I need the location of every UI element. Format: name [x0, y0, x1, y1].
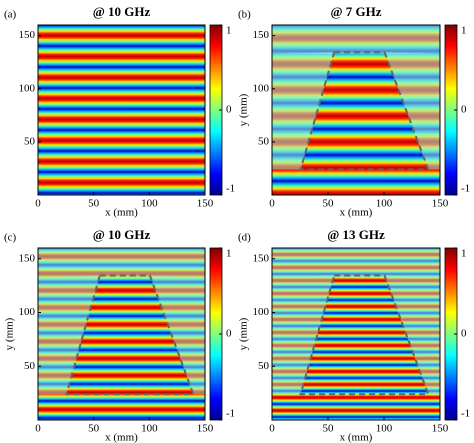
y-tick-label: 50	[258, 360, 270, 372]
y-tick-label: 150	[19, 29, 36, 41]
x-tick-label: 0	[35, 423, 41, 435]
plot-frame	[271, 247, 441, 421]
colorbar-tick-label: -1	[461, 408, 470, 420]
colorbar-tick-label: 1	[226, 248, 232, 260]
colorbar-tick-label: -1	[461, 183, 470, 195]
field-haze	[272, 275, 335, 395]
plot-frame	[271, 24, 441, 196]
panel-label: (b)	[238, 9, 251, 21]
x-tick-label: 100	[141, 198, 158, 210]
colorbar-tick-label: -1	[226, 408, 235, 420]
plot-frame	[37, 247, 206, 421]
x-tick-label: 50	[323, 198, 335, 210]
field-haze	[149, 275, 205, 395]
x-tick-label: 100	[141, 423, 158, 435]
x-tick-label: 0	[35, 198, 41, 210]
chart-title: @ 13 GHz	[327, 227, 385, 242]
field-haze	[38, 248, 205, 278]
colorbar-tick-label: 1	[461, 25, 467, 37]
y-tick-label: 100	[253, 82, 270, 94]
y-tick-label: 100	[19, 82, 36, 94]
x-tick-label: 150	[197, 423, 214, 435]
region-outline	[65, 274, 195, 396]
y-tick-label: 150	[19, 252, 36, 264]
x-tick-label: 50	[88, 423, 100, 435]
field-haze	[384, 52, 440, 170]
chart-title: @ 7 GHz	[330, 4, 381, 19]
x-tick-label: 150	[432, 198, 449, 210]
y-tick-label: 50	[24, 360, 36, 372]
region-outline	[299, 274, 430, 396]
colorbar-tick-label: 0	[461, 104, 467, 116]
y-axis-label: y (mm)	[238, 93, 250, 126]
colorbar-tick-label: -1	[226, 183, 235, 195]
region-outline	[299, 51, 430, 171]
x-tick-label: 0	[269, 423, 275, 435]
panel-label: (a)	[4, 9, 17, 21]
x-axis-label: x (mm)	[105, 432, 138, 443]
y-tick-label: 150	[253, 29, 270, 41]
x-axis-label: x (mm)	[105, 207, 138, 219]
field-haze	[272, 25, 440, 54]
colorbar-tick-label: 0	[461, 328, 467, 340]
field-haze	[272, 248, 440, 278]
field-haze	[384, 275, 440, 395]
y-axis-label: y (mm)	[4, 317, 16, 350]
field-map	[38, 25, 205, 195]
field-haze	[38, 275, 100, 395]
y-tick-label: 100	[19, 306, 36, 318]
x-tick-label: 150	[197, 198, 214, 210]
x-tick-label: 0	[269, 198, 275, 210]
x-tick-label: 150	[432, 423, 449, 435]
y-tick-label: 150	[253, 252, 270, 264]
y-axis-label: y (mm)	[238, 317, 250, 350]
x-tick-label: 100	[376, 198, 393, 210]
colorbar-tick-label: 1	[226, 25, 232, 37]
colorbar-tick-label: 1	[461, 248, 467, 260]
x-tick-label: 50	[323, 423, 335, 435]
x-tick-label: 50	[88, 198, 100, 210]
y-tick-label: 50	[24, 135, 36, 147]
x-tick-label: 100	[376, 423, 393, 435]
field-haze	[272, 52, 335, 170]
chart-title: @ 10 GHz	[93, 4, 151, 19]
panel-label: (d)	[238, 232, 251, 244]
colorbar-tick-label: 0	[226, 104, 232, 116]
colorbar-tick-label: 0	[226, 328, 232, 340]
chart-title: @ 10 GHz	[93, 227, 151, 242]
y-tick-label: 50	[258, 135, 270, 147]
panel-label: (c)	[4, 232, 17, 244]
plot-frame	[37, 24, 206, 196]
x-axis-label: x (mm)	[340, 207, 373, 219]
y-tick-label: 100	[253, 306, 270, 318]
x-axis-label: x (mm)	[340, 432, 373, 443]
